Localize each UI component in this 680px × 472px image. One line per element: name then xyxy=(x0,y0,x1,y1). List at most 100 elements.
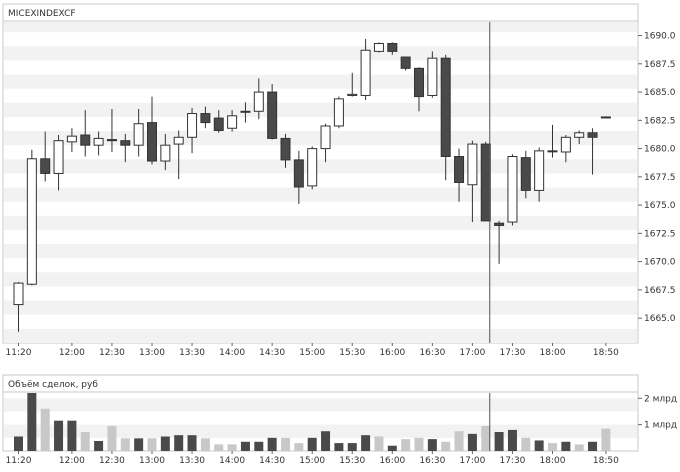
volume-bar xyxy=(107,425,117,451)
candle xyxy=(173,130,184,180)
volume-bar-series xyxy=(14,393,611,451)
candle xyxy=(280,133,291,168)
candle xyxy=(587,128,598,175)
volume-bar xyxy=(361,435,371,451)
price-x-tick-label: 14:00 xyxy=(219,348,245,358)
volume-bar xyxy=(80,432,90,451)
volume-x-tick-label: 17:30 xyxy=(499,456,525,466)
price-grid-band xyxy=(4,22,637,33)
price-x-tick-label: 14:30 xyxy=(259,348,285,358)
candle xyxy=(253,78,264,120)
volume-bar xyxy=(307,437,317,451)
price-x-tick-label: 11:20 xyxy=(6,348,32,358)
volume-bar xyxy=(454,431,464,451)
candle xyxy=(427,51,438,98)
candle xyxy=(227,110,238,132)
price-x-tick-label: 12:00 xyxy=(59,348,85,358)
candle-body-down xyxy=(520,157,531,191)
candle xyxy=(440,54,451,181)
candle-body-down xyxy=(106,139,117,142)
price-grid-band xyxy=(4,102,637,117)
candle-body-down xyxy=(200,113,211,124)
price-grid-band xyxy=(4,187,637,202)
candle xyxy=(80,110,91,157)
price-y-tick-label: 1680.0 xyxy=(644,145,676,155)
volume-x-tick-label: 12:30 xyxy=(99,456,125,466)
volume-bar xyxy=(494,432,504,451)
candle xyxy=(387,42,398,55)
candle xyxy=(373,42,384,53)
candle xyxy=(360,38,371,100)
volume-bar xyxy=(374,436,384,451)
candle-body-up xyxy=(307,148,318,187)
price-y-tick-label: 1667.5 xyxy=(644,286,676,296)
candle-body-up xyxy=(467,143,478,186)
volume-bar xyxy=(214,444,224,451)
volume-bar xyxy=(534,440,544,451)
candle xyxy=(547,124,558,158)
price-panel-frame xyxy=(2,3,639,344)
candle xyxy=(66,128,77,152)
price-grid-band xyxy=(4,300,637,315)
candle-body-up xyxy=(347,93,358,96)
candle xyxy=(293,150,304,204)
price-grid-band xyxy=(4,74,637,89)
price-x-tick-label: 13:00 xyxy=(139,348,165,358)
volume-bar xyxy=(134,438,144,451)
volume-panel-title: Объём сделок, руб xyxy=(8,380,98,390)
volume-grid-bands xyxy=(4,398,637,438)
volume-x-tick-label: 13:00 xyxy=(139,456,165,466)
volume-x-tick-label: 17:00 xyxy=(459,456,485,466)
price-grid-band xyxy=(4,244,637,259)
candle xyxy=(534,147,545,202)
volume-bar xyxy=(427,439,437,451)
price-grid-band xyxy=(4,159,637,174)
candle-body-down xyxy=(454,156,465,184)
candle-body-down xyxy=(147,122,157,162)
volume-x-tick-label: 11:20 xyxy=(6,456,32,466)
candle-body-up xyxy=(53,140,64,174)
candle-body-up xyxy=(187,113,198,138)
volume-bar xyxy=(401,439,411,451)
price-grid-bands xyxy=(4,22,637,343)
candle xyxy=(414,67,424,112)
volume-bar xyxy=(267,437,277,451)
candle-body-up xyxy=(253,91,264,112)
volume-bar xyxy=(507,429,517,451)
volume-bar xyxy=(574,444,584,451)
volume-bar xyxy=(548,443,557,451)
candle xyxy=(574,130,585,145)
volume-y-tick-label: 1 млрд xyxy=(644,421,677,431)
candle-body-down xyxy=(213,117,224,132)
price-y-axis: 1665.0 1667.5 1670.0 1672.5 1675.0 1677.5 1680… xyxy=(638,32,676,324)
price-x-tick-label: 18:00 xyxy=(540,348,566,358)
volume-bar xyxy=(254,441,264,451)
volume-grid-band xyxy=(4,398,637,412)
candle-body-up xyxy=(13,282,24,306)
volume-x-axis: 11:20 12:00 12:30 13:00 13:30 14:00 14:30 15:00… xyxy=(6,451,619,466)
candle xyxy=(400,56,411,71)
price-y-tick-label: 1675.0 xyxy=(644,201,676,211)
volume-x-tick-label: 14:00 xyxy=(219,456,245,466)
volume-bar xyxy=(160,436,170,451)
candle xyxy=(560,135,571,163)
volume-bar xyxy=(334,443,344,451)
candle xyxy=(307,146,318,190)
volume-bar xyxy=(601,428,611,451)
volume-bar xyxy=(187,435,197,451)
candle-body-down xyxy=(293,159,304,188)
candle xyxy=(267,84,278,140)
volume-bar xyxy=(441,441,451,451)
candle xyxy=(507,154,518,226)
volume-bar xyxy=(240,441,250,451)
volume-bar xyxy=(294,443,304,451)
candle xyxy=(133,109,144,157)
candle xyxy=(213,110,224,133)
candle-body-up xyxy=(133,123,144,146)
price-x-tick-label: 17:00 xyxy=(459,348,485,358)
volume-bar xyxy=(347,443,357,451)
price-x-tick-label: 15:30 xyxy=(339,348,365,358)
candle xyxy=(454,148,465,202)
price-x-tick-label: 16:00 xyxy=(379,348,405,358)
